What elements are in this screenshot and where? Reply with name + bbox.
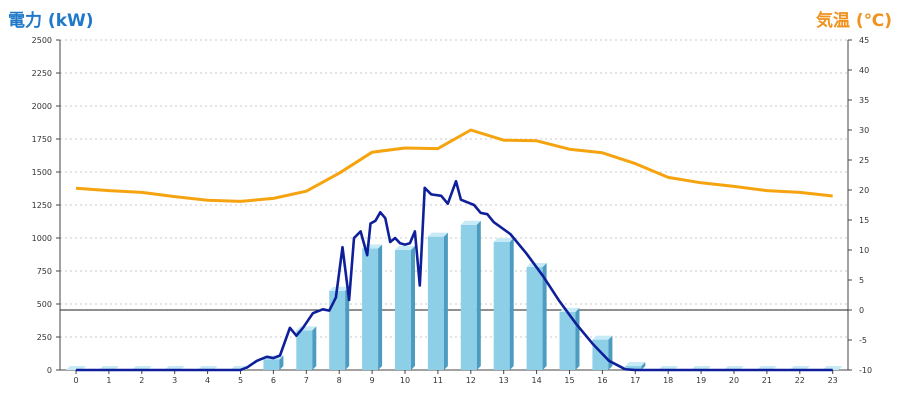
temperature-line bbox=[75, 128, 833, 203]
x-tick-label: 11 bbox=[433, 376, 443, 385]
left-tick-label: 250 bbox=[37, 333, 52, 342]
power-bar-side bbox=[378, 244, 383, 370]
left-tick-label: 1750 bbox=[32, 135, 52, 144]
x-tick-label: 2 bbox=[139, 376, 144, 385]
power-bar-side bbox=[608, 335, 613, 370]
right-tick-label: 30 bbox=[859, 126, 869, 135]
left-tick-label: 1250 bbox=[32, 201, 52, 210]
power-bar bbox=[329, 290, 346, 370]
x-tick-label: 0 bbox=[73, 376, 78, 385]
x-tick-label: 12 bbox=[466, 376, 476, 385]
right-axis-title: 気温 (℃) bbox=[815, 11, 892, 31]
power-bar bbox=[493, 241, 510, 370]
x-tick-label: 8 bbox=[337, 376, 342, 385]
x-tick-label: 13 bbox=[499, 376, 509, 385]
x-tick-label: 20 bbox=[729, 376, 739, 385]
power-bar-top bbox=[329, 286, 350, 291]
power-bar-top bbox=[592, 335, 613, 340]
x-tick-label: 14 bbox=[532, 376, 542, 385]
power-bar-side bbox=[542, 263, 547, 370]
power-bar-top bbox=[526, 263, 547, 268]
x-tick-label: 19 bbox=[696, 376, 706, 385]
right-tick-label: 35 bbox=[859, 96, 869, 105]
power-bar bbox=[296, 330, 313, 370]
power-bar bbox=[395, 249, 411, 370]
right-tick-label: 40 bbox=[859, 66, 869, 75]
x-tick-label: 22 bbox=[795, 376, 805, 385]
right-tick-label: 15 bbox=[859, 216, 869, 225]
power-bar-side bbox=[575, 307, 580, 370]
x-tick-label: 23 bbox=[828, 376, 838, 385]
power-bar-side bbox=[312, 326, 317, 370]
left-tick-label: 0 bbox=[47, 366, 52, 375]
power-bar bbox=[526, 267, 543, 370]
right-tick-label: 45 bbox=[859, 36, 869, 45]
right-tick-label: 0 bbox=[859, 306, 864, 315]
power-bar bbox=[460, 224, 477, 370]
power-bar-top bbox=[395, 245, 415, 250]
x-tick-label: 9 bbox=[370, 376, 375, 385]
x-tick-label: 17 bbox=[630, 376, 640, 385]
power-bar-side bbox=[476, 220, 481, 370]
power-bar bbox=[263, 359, 280, 370]
power-bar bbox=[362, 248, 379, 370]
x-tick-label: 7 bbox=[304, 376, 309, 385]
power-bar-side bbox=[279, 355, 284, 370]
left-tick-label: 750 bbox=[37, 267, 52, 276]
power-bar bbox=[625, 366, 642, 370]
power-bar-side bbox=[411, 245, 415, 370]
power-bar-top bbox=[460, 220, 481, 225]
actual-power-line bbox=[76, 179, 833, 372]
x-tick-label: 21 bbox=[762, 376, 772, 385]
power-bar-side bbox=[345, 286, 350, 370]
left-tick-label: 500 bbox=[37, 300, 52, 309]
x-tick-label: 3 bbox=[172, 376, 177, 385]
left-axis-title: 電力 (kW) bbox=[8, 11, 94, 31]
right-tick-label: 20 bbox=[859, 186, 869, 195]
power-bar-top bbox=[427, 232, 448, 237]
left-tick-label: 1500 bbox=[32, 168, 52, 177]
power-bar-top bbox=[625, 362, 646, 367]
x-tick-label: 1 bbox=[106, 376, 111, 385]
right-tick-label: 5 bbox=[859, 276, 864, 285]
right-tick-label: -10 bbox=[859, 366, 872, 375]
x-tick-label: 4 bbox=[205, 376, 210, 385]
power-bar bbox=[427, 236, 444, 370]
left-tick-label: 1000 bbox=[32, 234, 52, 243]
left-tick-label: 2500 bbox=[32, 36, 52, 45]
left-tick-label: 2250 bbox=[32, 69, 52, 78]
x-tick-label: 15 bbox=[564, 376, 574, 385]
power-bar-side bbox=[509, 237, 514, 370]
left-tick-label: 2000 bbox=[32, 102, 52, 111]
right-tick-label: 10 bbox=[859, 246, 869, 255]
x-tick-label: 5 bbox=[238, 376, 243, 385]
right-tick-label: 25 bbox=[859, 156, 869, 165]
power-bar-top bbox=[493, 237, 514, 242]
power-bar-side bbox=[641, 362, 646, 370]
x-tick-label: 10 bbox=[400, 376, 410, 385]
power-bar bbox=[559, 311, 576, 370]
x-tick-label: 6 bbox=[271, 376, 276, 385]
x-tick-label: 16 bbox=[597, 376, 607, 385]
x-tick-label: 18 bbox=[663, 376, 673, 385]
power-bar-side bbox=[443, 232, 448, 370]
right-tick-label: -5 bbox=[859, 336, 867, 345]
